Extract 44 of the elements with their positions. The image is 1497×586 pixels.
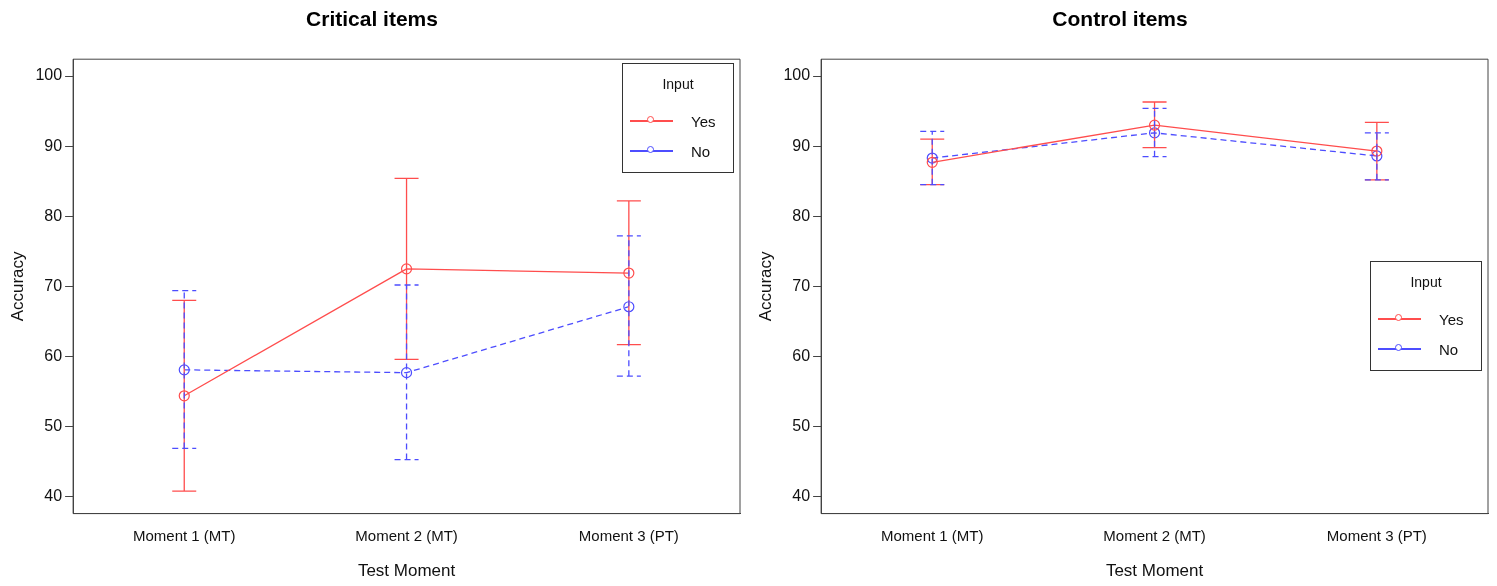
legend-label: Yes [1439, 310, 1464, 328]
point [178, 390, 190, 402]
legend-label: No [691, 142, 711, 160]
chart-title: Control items [1052, 7, 1188, 31]
y-tick-label: 70 [44, 276, 63, 294]
y-tick-label: 50 [792, 417, 811, 435]
y-tick-label: 80 [792, 206, 811, 224]
x-tick-label: Moment 1 (MT) [880, 526, 984, 544]
point [926, 152, 938, 164]
point [1148, 127, 1161, 139]
x-tick-label: Moment 3 (PT) [1326, 526, 1427, 544]
legend-title: Input [661, 76, 695, 93]
y-tick-label: 90 [792, 136, 811, 154]
x-tick-label: Moment 2 (MT) [1103, 526, 1206, 544]
y-tick-label: 100 [35, 66, 63, 84]
legend-title: Input [1409, 274, 1443, 291]
y-tick-label: 60 [792, 346, 811, 364]
y-axis-title: Accuracy [755, 250, 775, 322]
x-tick-label: Moment 1 (MT) [132, 526, 236, 544]
legend-label: Yes [691, 112, 716, 130]
point [926, 156, 938, 168]
point [178, 364, 190, 376]
x-tick-label: Moment 2 (MT) [355, 526, 458, 544]
chart-title: Critical items [306, 7, 438, 31]
x-tick-label: Moment 3 (PT) [578, 526, 679, 544]
legend-label: No [1439, 340, 1459, 358]
y-axis-title: Accuracy [7, 250, 27, 322]
point [623, 301, 635, 313]
y-tick-label: 80 [44, 206, 63, 224]
x-axis-title: Test Moment [357, 561, 456, 581]
y-tick-label: 90 [44, 136, 63, 154]
x-axis-title: Test Moment [1105, 561, 1204, 581]
y-tick-label: 70 [792, 276, 811, 294]
point [400, 263, 413, 275]
point [400, 367, 413, 379]
y-tick-label: 40 [44, 487, 63, 505]
point [623, 267, 635, 279]
point [1371, 150, 1383, 162]
y-tick-label: 100 [783, 66, 811, 84]
point [1148, 119, 1161, 131]
y-tick-label: 60 [44, 346, 63, 364]
y-tick-label: 40 [792, 487, 811, 505]
point [1371, 145, 1383, 157]
y-tick-label: 50 [44, 417, 63, 435]
